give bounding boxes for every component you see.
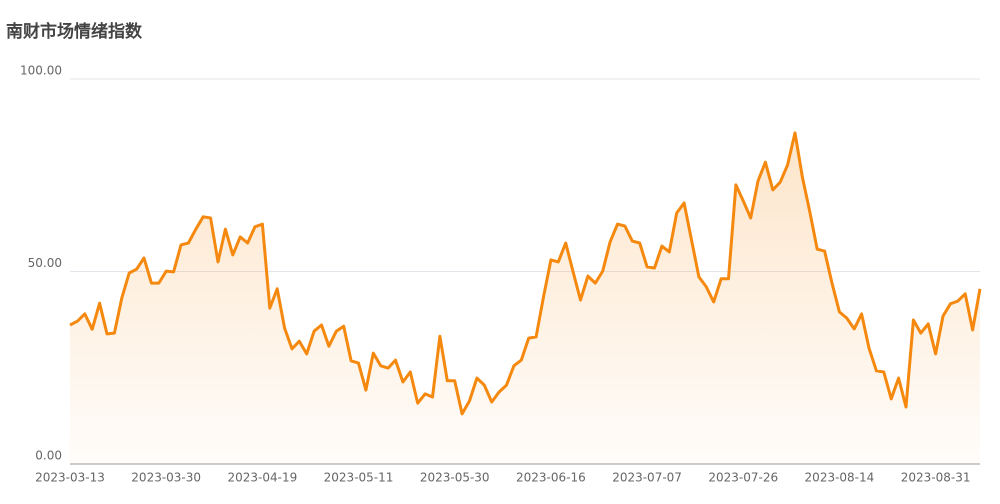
y-tick-label: 0.00 <box>35 449 62 463</box>
y-tick-label: 50.00 <box>28 256 62 270</box>
x-tick-label: 2023-07-07 <box>612 471 682 485</box>
x-tick-label: 2023-07-26 <box>708 471 778 485</box>
area <box>70 132 980 464</box>
y-tick-label: 100.00 <box>20 64 62 78</box>
x-tick-label: 2023-05-30 <box>420 471 490 485</box>
line <box>69 131 982 416</box>
x-tick-label: 2023-08-14 <box>805 471 875 485</box>
x-tick-label: 2023-05-11 <box>324 471 394 485</box>
x-tick-label: 2023-08-31 <box>901 471 971 485</box>
x-tick-label: 2023-03-13 <box>35 471 105 485</box>
x-tick-label: 2023-04-19 <box>227 471 297 485</box>
chart-title: 南财市场情绪指数 <box>6 21 143 42</box>
x-tick-label: 2023-03-30 <box>131 471 201 485</box>
x-tick-label: 2023-06-16 <box>516 471 586 485</box>
